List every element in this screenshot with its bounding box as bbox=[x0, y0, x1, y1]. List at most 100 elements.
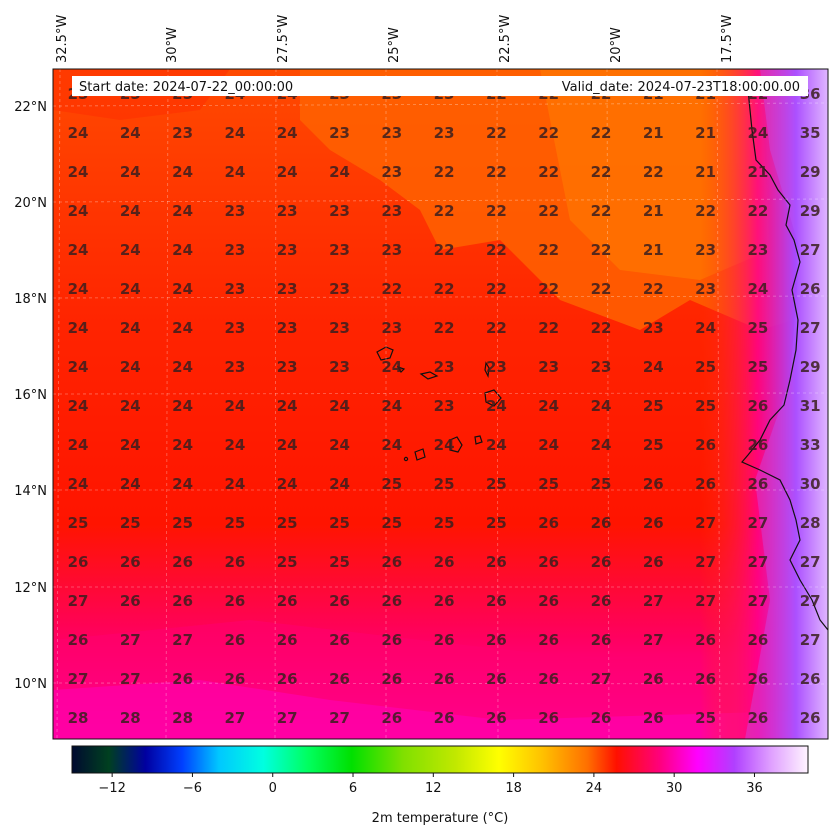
grid-value: 26 bbox=[538, 514, 559, 532]
grid-value: 24 bbox=[172, 319, 193, 337]
grid-value: 23 bbox=[224, 358, 245, 376]
grid-value: 26 bbox=[434, 553, 455, 571]
grid-value: 23 bbox=[172, 124, 193, 142]
grid-value: 25 bbox=[120, 514, 141, 532]
lon-label-20w: 20°W bbox=[609, 27, 624, 63]
grid-value: 22 bbox=[591, 202, 612, 220]
grid-value: 26 bbox=[747, 436, 768, 454]
grid-value: 25 bbox=[277, 514, 298, 532]
valid-date-label: Valid_date: 2024-07-23T18:00:00.00 bbox=[562, 80, 800, 95]
grid-value: 23 bbox=[747, 241, 768, 259]
grid-value: 27 bbox=[747, 553, 768, 571]
grid-value: 26 bbox=[381, 592, 402, 610]
grid-value: 24 bbox=[120, 475, 141, 493]
grid-value: 26 bbox=[434, 592, 455, 610]
grid-value: 24 bbox=[120, 163, 141, 181]
grid-value: 24 bbox=[277, 124, 298, 142]
colorbar-tick-label: 12 bbox=[425, 781, 442, 796]
grid-value: 26 bbox=[747, 670, 768, 688]
grid-value: 23 bbox=[538, 358, 559, 376]
grid-value: 26 bbox=[172, 553, 193, 571]
grid-value: 24 bbox=[329, 436, 350, 454]
grid-value: 24 bbox=[120, 358, 141, 376]
grid-value: 25 bbox=[381, 514, 402, 532]
grid-value: 24 bbox=[224, 397, 245, 415]
lat-label-14n: 14°N bbox=[14, 484, 47, 499]
grid-value: 25 bbox=[695, 397, 716, 415]
grid-value: 35 bbox=[800, 124, 821, 142]
grid-value: 23 bbox=[695, 241, 716, 259]
grid-value: 25 bbox=[695, 358, 716, 376]
grid-value: 22 bbox=[591, 280, 612, 298]
grid-value: 27 bbox=[695, 592, 716, 610]
grid-value: 26 bbox=[747, 475, 768, 493]
grid-value: 26 bbox=[486, 592, 507, 610]
grid-value: 24 bbox=[224, 475, 245, 493]
grid-value: 25 bbox=[538, 475, 559, 493]
grid-value: 22 bbox=[591, 163, 612, 181]
grid-value: 24 bbox=[277, 397, 298, 415]
grid-value: 26 bbox=[538, 553, 559, 571]
grid-value: 26 bbox=[486, 631, 507, 649]
grid-value: 22 bbox=[538, 163, 559, 181]
grid-value: 26 bbox=[800, 280, 821, 298]
grid-value: 22 bbox=[486, 280, 507, 298]
grid-value: 22 bbox=[591, 124, 612, 142]
grid-value: 26 bbox=[591, 514, 612, 532]
grid-value: 23 bbox=[329, 319, 350, 337]
grid-value: 25 bbox=[172, 514, 193, 532]
lon-label-27-5w: 27.5°W bbox=[276, 15, 291, 63]
grid-value: 27 bbox=[800, 631, 821, 649]
colorbar-scale bbox=[71, 745, 809, 774]
grid-value: 27 bbox=[643, 631, 664, 649]
grid-value: 28 bbox=[800, 514, 821, 532]
grid-value: 26 bbox=[643, 475, 664, 493]
grid-value: 24 bbox=[486, 397, 507, 415]
grid-value: 24 bbox=[120, 280, 141, 298]
grid-value: 26 bbox=[538, 670, 559, 688]
grid-value: 26 bbox=[643, 553, 664, 571]
grid-value: 22 bbox=[486, 319, 507, 337]
grid-value: 23 bbox=[381, 241, 402, 259]
grid-value: 22 bbox=[538, 319, 559, 337]
grid-value: 24 bbox=[381, 397, 402, 415]
colorbar: −12 −6 0 6 12 18 24 30 36 2m temperature (°C) bbox=[71, 745, 809, 826]
grid-value: 26 bbox=[800, 670, 821, 688]
grid-value: 25 bbox=[591, 475, 612, 493]
grid-value: 23 bbox=[224, 202, 245, 220]
grid-value: 25 bbox=[643, 397, 664, 415]
grid-value: 24 bbox=[277, 163, 298, 181]
grid-value: 23 bbox=[381, 319, 402, 337]
grid-value: 24 bbox=[120, 397, 141, 415]
grid-value: 26 bbox=[224, 670, 245, 688]
grid-value: 24 bbox=[172, 241, 193, 259]
grid-value: 22 bbox=[434, 241, 455, 259]
grid-value: 27 bbox=[695, 514, 716, 532]
coastline bbox=[741, 89, 828, 631]
grid-value: 22 bbox=[434, 163, 455, 181]
grid-value: 21 bbox=[695, 124, 716, 142]
lat-label-10n: 10°N bbox=[14, 677, 47, 692]
grid-value: 24 bbox=[120, 124, 141, 142]
grid-value: 26 bbox=[381, 553, 402, 571]
grid-value: 27 bbox=[120, 670, 141, 688]
grid-value: 26 bbox=[224, 553, 245, 571]
grid-value: 22 bbox=[486, 202, 507, 220]
colorbar-tick-label: 24 bbox=[586, 781, 603, 796]
grid-value: 25 bbox=[434, 475, 455, 493]
grid-value: 24 bbox=[329, 475, 350, 493]
grid-value: 25 bbox=[486, 475, 507, 493]
grid-value: 22 bbox=[747, 202, 768, 220]
grid-value: 25 bbox=[329, 514, 350, 532]
grid-value: 24 bbox=[172, 436, 193, 454]
grid-value: 27 bbox=[695, 553, 716, 571]
grid-value: 27 bbox=[747, 592, 768, 610]
grid-value: 22 bbox=[643, 163, 664, 181]
grid-value: 23 bbox=[329, 280, 350, 298]
grid-value: 30 bbox=[800, 475, 821, 493]
grid-value: 24 bbox=[172, 163, 193, 181]
grid-value: 23 bbox=[381, 124, 402, 142]
grid-value: 24 bbox=[381, 436, 402, 454]
grid-value: 24 bbox=[277, 436, 298, 454]
grid-value: 27 bbox=[68, 670, 89, 688]
